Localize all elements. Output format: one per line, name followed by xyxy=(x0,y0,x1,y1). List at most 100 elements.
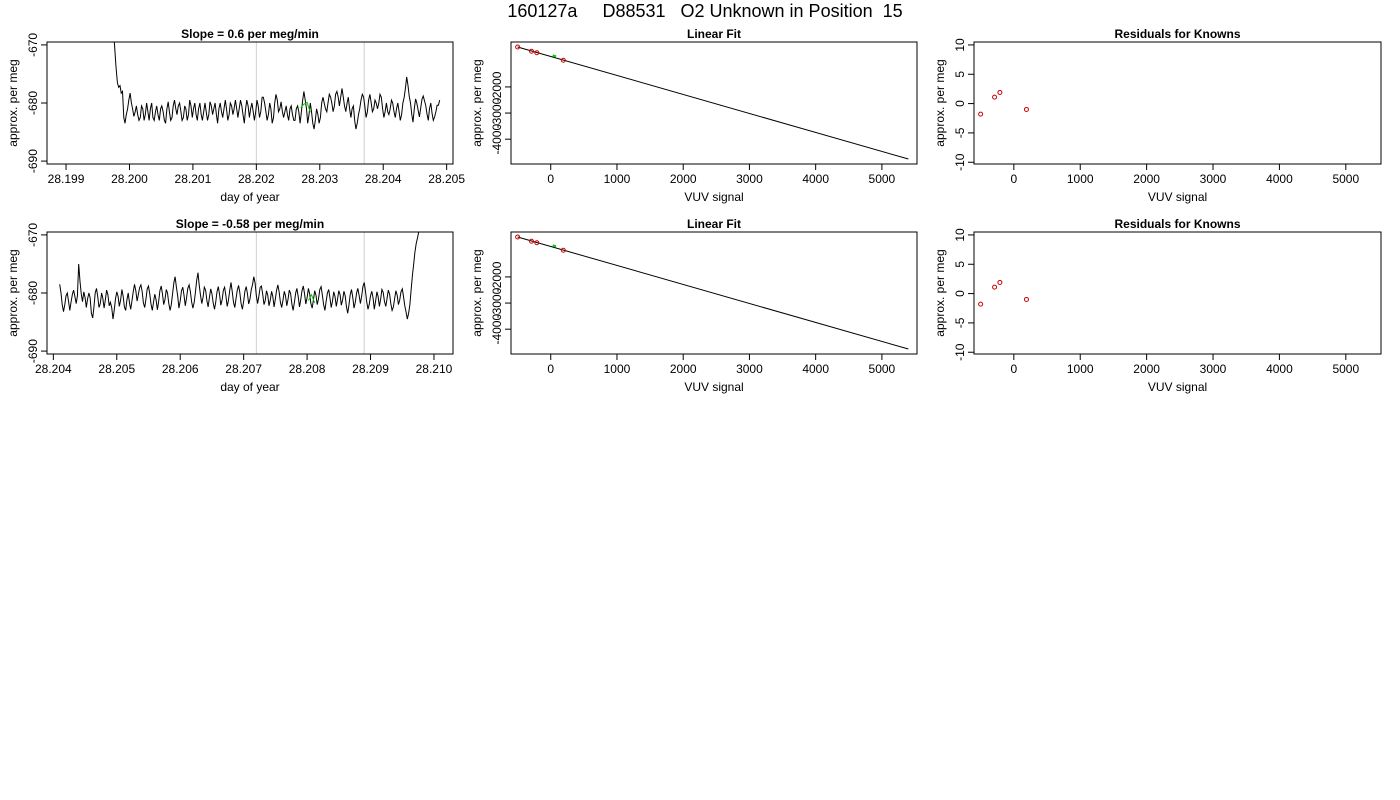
x-tick-label: 28.205 xyxy=(98,362,135,376)
x-tick-label: 28.208 xyxy=(289,362,326,376)
x-tick-label: 28.201 xyxy=(175,172,212,186)
y-axis-label: approx. per meg xyxy=(470,59,484,146)
plot-title: Residuals for Knowns xyxy=(1114,27,1240,41)
panel-lf1: Linear Fit 0 1000 2000 3000 4000 5000 -4000-300… xyxy=(470,27,918,204)
panel-lf2: Linear Fit 0 1000 2000 3000 4000 5000 -4000-300… xyxy=(470,217,918,394)
known-point xyxy=(534,50,540,56)
fit-line xyxy=(517,236,909,350)
plot-title: Linear Fit xyxy=(687,217,741,231)
x-tick-label: 5000 xyxy=(1332,172,1359,186)
x-tick-label: 2000 xyxy=(1133,172,1160,186)
y-tick-label: -2000 xyxy=(490,261,504,292)
y-tick-label: -670 xyxy=(26,33,40,57)
x-axis-label: day of year xyxy=(220,380,279,394)
plot-title: Linear Fit xyxy=(687,27,741,41)
known-point xyxy=(992,284,998,290)
x-tick-label: 2000 xyxy=(670,362,697,376)
known-point xyxy=(560,247,566,253)
x-tick-label: 28.204 xyxy=(365,172,402,186)
x-tick-label: 0 xyxy=(1010,172,1017,186)
y-tick-label: 10 xyxy=(953,38,967,52)
x-axis-label: day of year xyxy=(220,190,279,204)
x-tick-label: 0 xyxy=(547,172,554,186)
x-tick-label: 28.202 xyxy=(238,172,275,186)
plot-frame xyxy=(973,41,1382,165)
y-tick-label: -5 xyxy=(953,127,967,138)
known-point xyxy=(529,48,535,54)
x-tick-label: 28.204 xyxy=(35,362,72,376)
y-tick-label: -10 xyxy=(953,153,967,171)
x-tick-label: 28.200 xyxy=(111,172,148,186)
panel-ts2: Slope = -0.58 per meg/min 28.204 28.205 28.… xyxy=(6,217,454,394)
plot-frame xyxy=(46,41,454,165)
y-tick-label: 5 xyxy=(953,261,967,268)
x-tick-label: 28.206 xyxy=(162,362,199,376)
y-tick-label: 10 xyxy=(953,228,967,242)
x-tick-label: 1000 xyxy=(604,362,631,376)
y-tick-label: 0 xyxy=(953,100,967,107)
x-axis-label: VUV signal xyxy=(684,380,743,394)
known-point xyxy=(515,234,521,240)
series-line xyxy=(59,232,420,320)
x-tick-label: 0 xyxy=(547,362,554,376)
known-point xyxy=(997,279,1003,285)
y-tick-label: -690 xyxy=(26,339,40,363)
known-point xyxy=(978,111,984,117)
x-tick-label: 3000 xyxy=(1200,172,1227,186)
y-tick-label: 0 xyxy=(953,290,967,297)
plot-title: Residuals for Knowns xyxy=(1114,217,1240,231)
x-tick-label: 2000 xyxy=(1133,362,1160,376)
x-tick-label: 28.209 xyxy=(352,362,389,376)
y-axis-label: approx. per meg xyxy=(470,249,484,336)
plot-title: Slope = -0.58 per meg/min xyxy=(176,217,324,231)
known-point xyxy=(529,238,535,244)
known-point xyxy=(992,94,998,100)
series-line xyxy=(113,42,441,130)
y-tick-label: -3000 xyxy=(490,97,504,128)
y-axis-label: approx. per meg xyxy=(933,249,947,336)
unknown-marker xyxy=(552,244,557,248)
plot-data xyxy=(515,44,909,160)
plot-data xyxy=(113,42,441,130)
x-tick-label: 28.203 xyxy=(301,172,338,186)
x-tick-label: 28.207 xyxy=(225,362,262,376)
x-tick-label: 3000 xyxy=(1200,362,1227,376)
y-tick-label: -4000 xyxy=(490,124,504,155)
x-tick-label: 5000 xyxy=(869,362,896,376)
y-tick-label: 5 xyxy=(953,71,967,78)
plot-title: Slope = 0.6 per meg/min xyxy=(181,27,319,41)
x-axis-label: VUV signal xyxy=(684,190,743,204)
known-point xyxy=(515,44,521,50)
x-tick-label: 3000 xyxy=(736,172,763,186)
y-tick-label: -680 xyxy=(26,281,40,305)
y-tick-label: -5 xyxy=(953,317,967,328)
x-axis-label: VUV signal xyxy=(1148,380,1207,394)
plot-frame xyxy=(973,231,1382,355)
y-axis-label: approx. per meg xyxy=(6,249,20,336)
x-tick-label: 0 xyxy=(1010,362,1017,376)
y-tick-label: -4000 xyxy=(490,314,504,345)
x-tick-label: 28.199 xyxy=(48,172,85,186)
y-axis-label: approx. per meg xyxy=(6,59,20,146)
fit-line xyxy=(517,46,909,160)
known-point xyxy=(534,240,540,246)
plot-frame xyxy=(510,41,918,165)
x-tick-label: 5000 xyxy=(869,172,896,186)
y-tick-label: -2000 xyxy=(490,71,504,102)
x-tick-label: 4000 xyxy=(1266,362,1293,376)
y-tick-label: -690 xyxy=(26,149,40,173)
x-axis-label: VUV signal xyxy=(1148,190,1207,204)
x-tick-label: 3000 xyxy=(736,362,763,376)
x-tick-label: 1000 xyxy=(1067,172,1094,186)
known-point xyxy=(978,301,984,307)
y-tick-label: -3000 xyxy=(490,287,504,318)
page-title: 160127a D88531 O2 Unknown in Position 15 xyxy=(507,1,903,21)
unknown-segment-line xyxy=(300,101,311,113)
y-tick-label: -680 xyxy=(26,91,40,115)
plot-data xyxy=(978,89,1029,117)
known-point xyxy=(1023,106,1029,112)
panel-rs2: Residuals for Knowns 0 1000 2000 3000 4000 500… xyxy=(933,217,1382,394)
known-point xyxy=(560,57,566,63)
x-tick-label: 28.205 xyxy=(428,172,465,186)
